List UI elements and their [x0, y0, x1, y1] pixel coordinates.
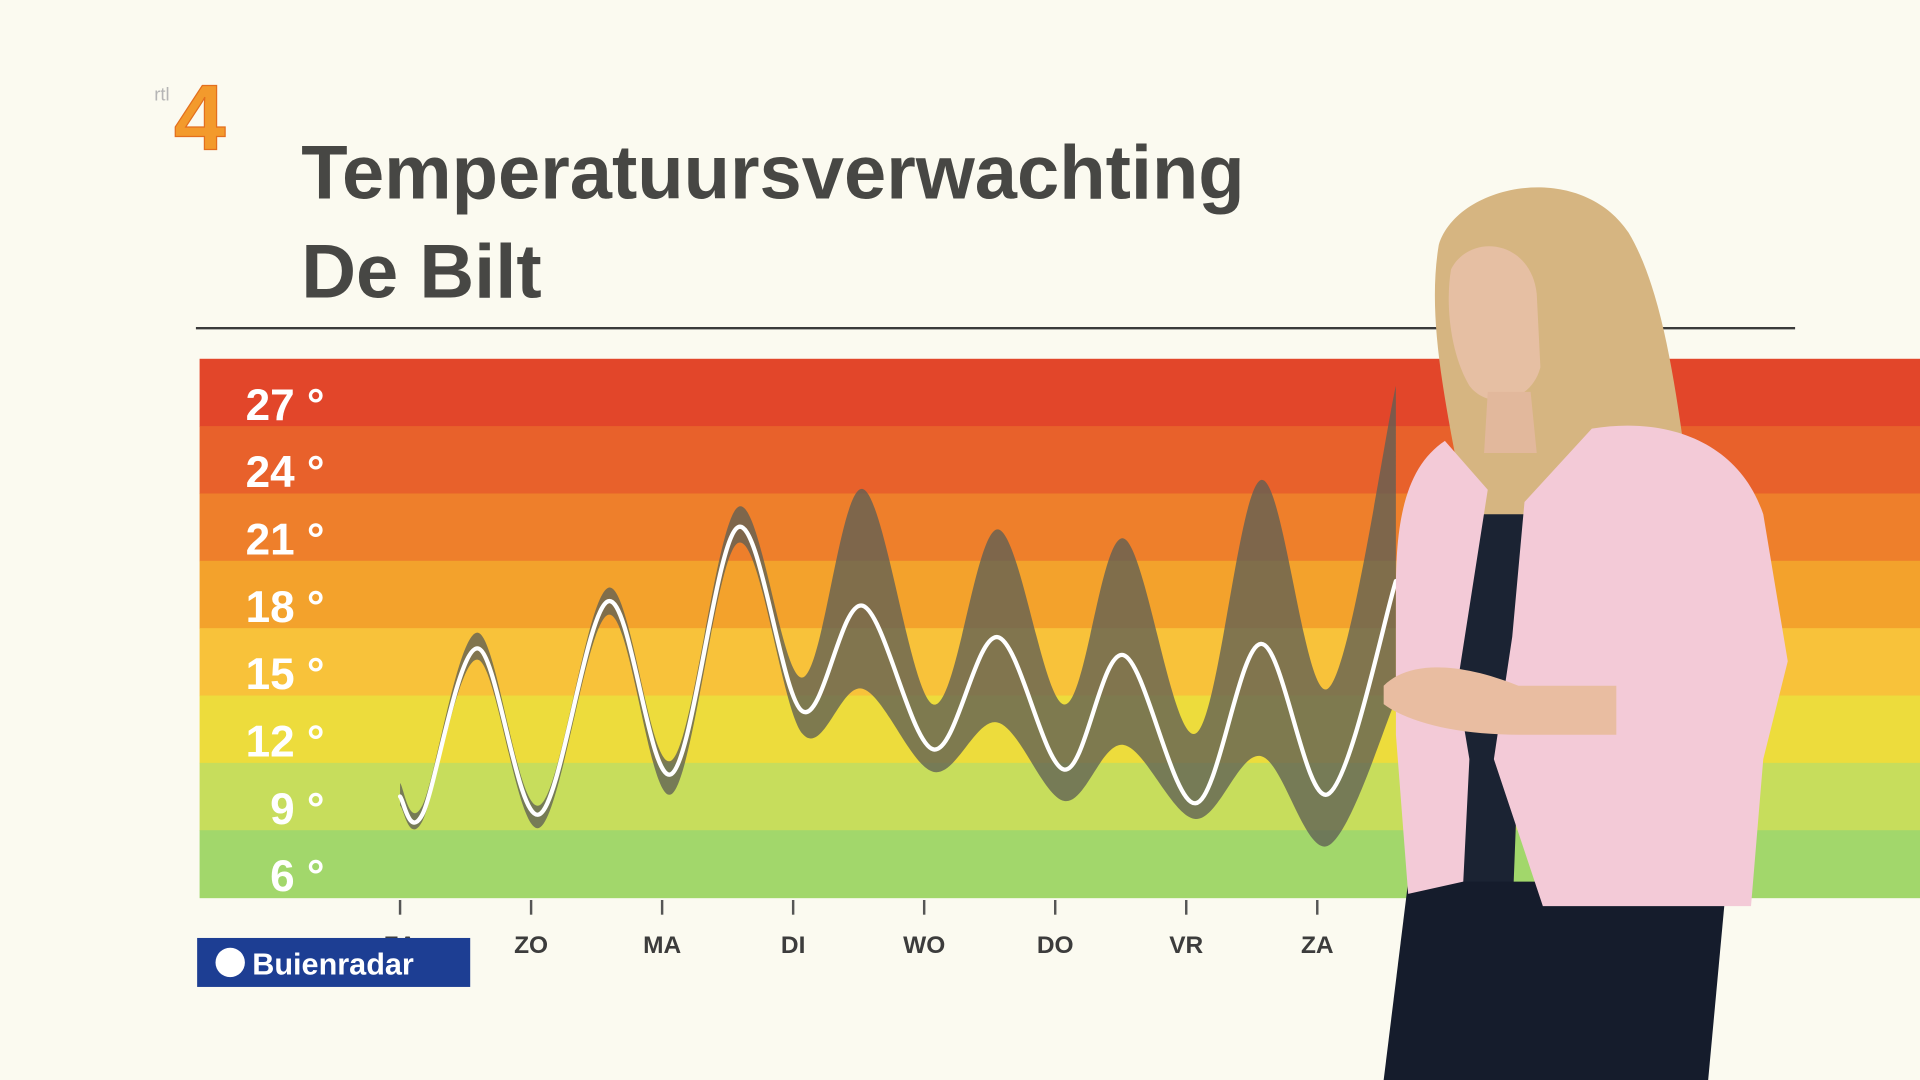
trousers	[1383, 881, 1727, 1080]
x-tick-label: VR	[1169, 932, 1203, 959]
y-tick-label: 9 °	[270, 785, 324, 834]
y-tick-label: 24 °	[246, 448, 325, 497]
y-tick-label: 12 °	[246, 718, 325, 767]
brand-icon	[215, 947, 245, 978]
chart-subtitle: De Bilt	[301, 230, 541, 315]
temperature-line	[397, 524, 1399, 825]
x-tick-label: DO	[1037, 932, 1074, 959]
blazer-left	[1395, 440, 1488, 894]
chart-title: Temperatuursverwachting	[301, 130, 1244, 215]
logo-number: 4	[174, 65, 226, 169]
channel-logo: rtl 4	[154, 65, 226, 170]
presenter	[1383, 187, 1788, 1080]
brand-name: Buienradar	[252, 948, 414, 982]
logo-text: rtl	[154, 83, 169, 104]
face	[1448, 246, 1541, 401]
x-tick-label: ZA	[1301, 932, 1334, 959]
y-tick-label: 15 °	[246, 650, 325, 699]
y-tick-label: 27 °	[246, 381, 325, 430]
neck	[1484, 391, 1537, 454]
x-tick-label: DI	[781, 932, 805, 959]
blazer-right	[1493, 425, 1788, 907]
hands	[1383, 667, 1617, 735]
y-tick-label: 18 °	[246, 583, 325, 632]
x-tick-label: WO	[903, 932, 945, 959]
y-tick-label: 6 °	[270, 852, 324, 901]
x-tick-label: ZO	[514, 932, 548, 959]
y-tick-label: 21 °	[246, 515, 325, 564]
x-tick-label: MA	[643, 932, 681, 959]
